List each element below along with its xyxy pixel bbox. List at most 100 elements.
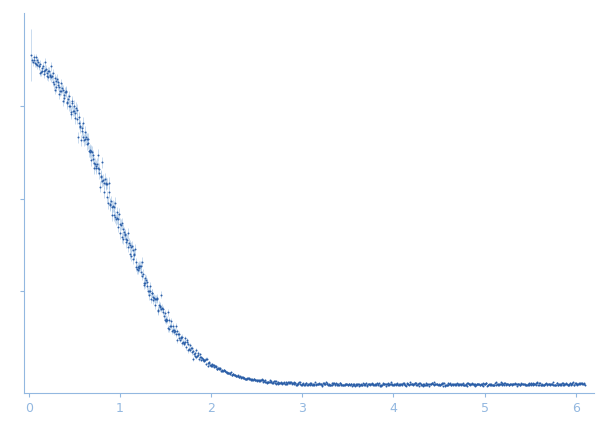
Point — [41, 66, 51, 73]
Point — [53, 79, 62, 86]
Point — [579, 381, 588, 388]
Point — [38, 67, 47, 74]
Point — [139, 279, 148, 286]
Point — [176, 334, 186, 341]
Point — [391, 381, 401, 388]
Point — [562, 379, 571, 386]
Point — [39, 70, 49, 77]
Point — [308, 381, 318, 388]
Point — [357, 382, 367, 388]
Point — [500, 379, 510, 386]
Point — [410, 379, 419, 386]
Point — [439, 380, 449, 387]
Point — [113, 215, 123, 222]
Point — [240, 376, 250, 383]
Point — [73, 107, 82, 114]
Point — [201, 355, 210, 362]
Point — [431, 381, 441, 388]
Point — [322, 381, 332, 388]
Point — [325, 381, 335, 388]
Point — [153, 306, 163, 313]
Point — [106, 198, 116, 205]
Point — [449, 381, 459, 388]
Point — [214, 364, 224, 371]
Point — [312, 380, 322, 387]
Point — [241, 376, 250, 383]
Point — [281, 378, 291, 385]
Point — [398, 380, 408, 387]
Point — [29, 56, 39, 63]
Point — [452, 380, 462, 387]
Point — [277, 380, 287, 387]
Point — [532, 380, 542, 387]
Point — [332, 382, 342, 388]
Point — [381, 381, 391, 388]
Point — [533, 379, 542, 386]
Point — [151, 296, 161, 303]
Point — [253, 377, 263, 384]
Point — [222, 368, 231, 375]
Point — [258, 376, 267, 383]
Point — [171, 330, 181, 337]
Point — [391, 380, 401, 387]
Point — [52, 77, 61, 84]
Point — [428, 381, 438, 388]
Point — [324, 381, 334, 388]
Point — [77, 127, 87, 134]
Point — [296, 379, 305, 386]
Point — [424, 383, 434, 390]
Point — [424, 381, 433, 388]
Point — [557, 380, 567, 387]
Point — [202, 362, 212, 369]
Point — [471, 382, 481, 389]
Point — [273, 380, 283, 387]
Point — [320, 380, 330, 387]
Point — [255, 377, 265, 384]
Point — [44, 67, 54, 74]
Point — [119, 229, 129, 236]
Point — [338, 381, 348, 388]
Point — [238, 375, 248, 382]
Point — [476, 382, 485, 388]
Point — [487, 382, 496, 388]
Point — [186, 345, 196, 352]
Point — [296, 381, 306, 388]
Point — [188, 355, 198, 362]
Point — [322, 380, 331, 387]
Point — [464, 381, 474, 388]
Point — [343, 382, 353, 388]
Point — [305, 380, 315, 387]
Point — [219, 367, 229, 374]
Point — [469, 381, 479, 388]
Point — [423, 381, 433, 388]
Point — [80, 136, 90, 143]
Point — [58, 97, 67, 104]
Point — [368, 381, 378, 388]
Point — [350, 382, 359, 388]
Point — [212, 365, 222, 372]
Point — [554, 380, 564, 387]
Point — [362, 383, 371, 390]
Point — [87, 147, 96, 154]
Point — [250, 375, 259, 382]
Point — [567, 381, 577, 388]
Point — [434, 381, 444, 388]
Point — [112, 215, 121, 222]
Point — [316, 381, 326, 388]
Point — [508, 381, 518, 388]
Point — [467, 381, 477, 388]
Point — [45, 72, 55, 79]
Point — [454, 380, 464, 387]
Point — [221, 368, 231, 375]
Point — [456, 382, 465, 389]
Point — [558, 379, 567, 386]
Point — [528, 380, 538, 387]
Point — [283, 378, 293, 385]
Point — [271, 380, 281, 387]
Point — [336, 382, 345, 389]
Point — [118, 236, 128, 243]
Point — [112, 209, 122, 216]
Point — [319, 379, 328, 386]
Point — [290, 379, 300, 386]
Point — [183, 340, 193, 347]
